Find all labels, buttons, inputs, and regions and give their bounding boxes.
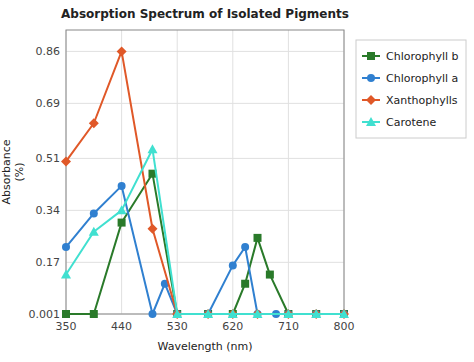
series-marker <box>241 280 249 288</box>
series-marker <box>339 309 349 318</box>
legend-label: Carotene <box>386 116 436 129</box>
series-line <box>66 186 344 314</box>
x-axis-label: Wavelength (nm) <box>157 340 252 353</box>
chart: 0.0010.170.340.510.690.86350440530620710… <box>0 0 474 362</box>
series-marker <box>118 219 126 227</box>
y-axis-label-line: Absorbance <box>0 139 13 204</box>
series-marker <box>62 310 70 318</box>
y-tick-label: 0.86 <box>36 45 61 58</box>
x-tick-label: 530 <box>167 320 188 333</box>
series-marker <box>229 261 237 269</box>
x-grid-line <box>288 30 289 314</box>
x-tick-label: 350 <box>56 320 77 333</box>
series-marker <box>147 144 157 153</box>
series-marker <box>228 309 238 318</box>
y-tick-label: 0.17 <box>36 256 61 269</box>
y-tick-label: 0.69 <box>36 97 61 110</box>
series-marker <box>148 310 156 318</box>
y-grid-line <box>66 210 344 211</box>
series-marker <box>253 309 263 318</box>
series-marker <box>89 227 99 236</box>
series-marker <box>241 243 249 251</box>
series-marker <box>283 309 293 318</box>
x-grid-line <box>121 30 122 314</box>
y-axis-label-line: (%) <box>13 162 26 181</box>
series-marker <box>89 118 99 128</box>
plot-area <box>61 46 349 319</box>
legend-swatch <box>367 74 375 82</box>
series-marker <box>90 310 98 318</box>
series-line <box>66 51 344 314</box>
y-tick-label: 0.51 <box>36 152 61 165</box>
series-marker <box>203 309 213 318</box>
series-marker <box>117 46 127 56</box>
y-grid-line <box>66 103 344 104</box>
series-marker <box>172 309 182 318</box>
legend-label: Chlorophyll a <box>386 72 458 85</box>
series-marker <box>266 271 274 279</box>
y-grid-line <box>66 158 344 159</box>
legend: Chlorophyll b Chlorophyll a Xanthophylls Ca… <box>356 40 466 138</box>
x-tick-label: 800 <box>334 320 355 333</box>
x-tick-label: 620 <box>222 320 243 333</box>
plot-frame <box>66 30 344 314</box>
legend-swatch <box>366 117 376 126</box>
title: Absorption Spectrum of Isolated Pigments <box>61 7 349 21</box>
legend-box <box>356 40 466 138</box>
x-grid-line <box>177 30 178 314</box>
y-grid-line <box>66 262 344 263</box>
y-axis-label: Absorbance(%) <box>0 139 26 204</box>
series-marker <box>118 182 126 190</box>
legend-swatch <box>367 52 375 60</box>
x-tick-label: 710 <box>278 320 299 333</box>
series-marker <box>62 243 70 251</box>
y-grid-line <box>66 51 344 52</box>
x-grid-line <box>232 30 233 314</box>
series-marker <box>311 309 321 318</box>
legend-swatch <box>366 95 376 105</box>
series-line <box>66 149 344 314</box>
grid <box>66 30 344 314</box>
x-tick-label: 440 <box>111 320 132 333</box>
series-line <box>66 174 344 314</box>
legend-label: Xanthophylls <box>386 94 458 107</box>
series-marker <box>61 270 71 279</box>
series-marker <box>61 156 71 166</box>
legend-label: Chlorophyll b <box>386 50 459 63</box>
series-marker <box>147 224 157 234</box>
series-marker <box>117 205 127 214</box>
y-tick-label: 0.34 <box>36 204 61 217</box>
series-marker <box>254 234 262 242</box>
series-marker <box>90 209 98 217</box>
